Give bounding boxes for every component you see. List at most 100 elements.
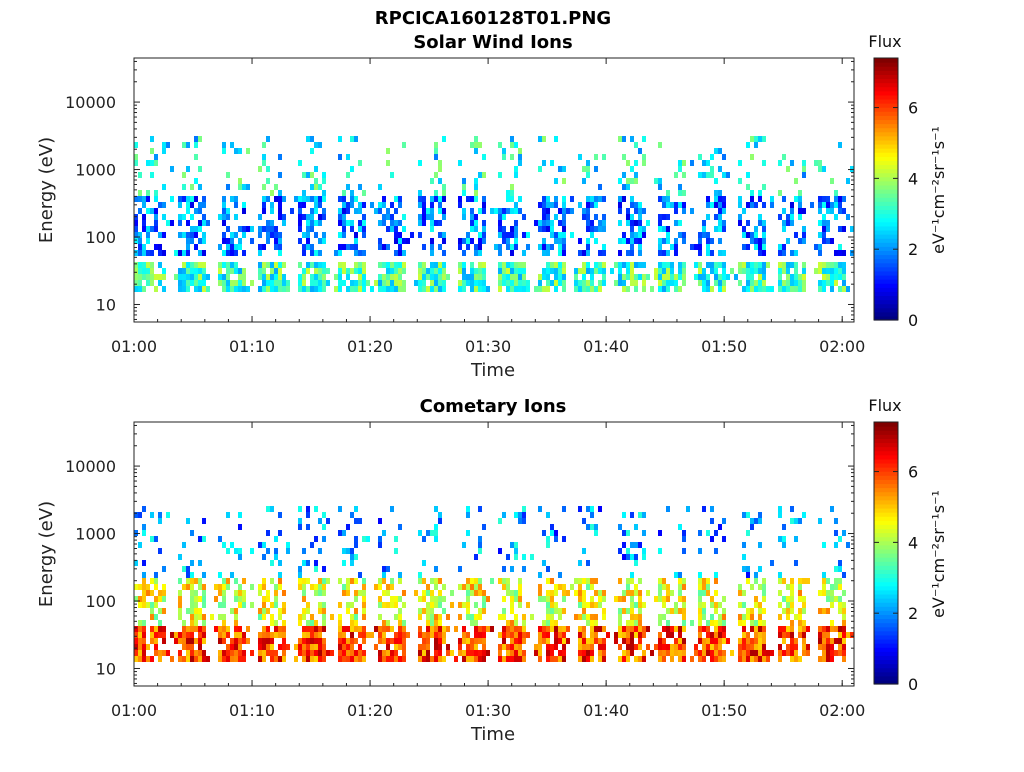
heatmap-cell: [690, 208, 694, 214]
heatmap-cell: [222, 148, 226, 154]
heatmap-cell: [246, 226, 250, 232]
heatmap-cell: [158, 650, 162, 656]
heatmap-cell: [834, 196, 838, 202]
heatmap-cell: [830, 202, 834, 208]
heatmap-cell: [142, 584, 146, 590]
heatmap-cell: [142, 286, 146, 292]
heatmap-cell: [398, 614, 402, 620]
heatmap-cell: [506, 584, 510, 590]
heatmap-cell: [594, 214, 598, 220]
heatmap-cell: [722, 196, 726, 202]
heatmap-cell: [390, 202, 394, 208]
heatmap-cell: [322, 196, 326, 202]
heatmap-cell: [602, 590, 606, 596]
heatmap-cell: [338, 626, 342, 632]
heatmap-cell: [310, 584, 314, 590]
heatmap-cell: [278, 578, 282, 584]
heatmap-cell: [358, 656, 362, 662]
heatmap-cell: [718, 524, 722, 530]
heatmap-cell: [198, 596, 202, 602]
heatmap-cell: [298, 578, 302, 584]
heatmap-cell: [354, 542, 358, 548]
heatmap-cell: [438, 280, 442, 286]
heatmap-cell: [602, 244, 606, 250]
heatmap-cell: [362, 214, 366, 220]
heatmap-cell: [274, 548, 278, 554]
heatmap-cell: [754, 656, 758, 662]
heatmap-cell: [842, 656, 846, 662]
heatmap-cell: [258, 214, 262, 220]
colorbar-swatch: [874, 250, 898, 256]
heatmap-cell: [234, 656, 238, 662]
heatmap-cell: [274, 262, 278, 268]
heatmap-cell: [710, 518, 714, 524]
heatmap-cell: [642, 160, 646, 166]
heatmap-cell: [626, 608, 630, 614]
heatmap-cell: [818, 638, 822, 644]
heatmap-cell: [574, 268, 578, 274]
heatmap-cell: [742, 268, 746, 274]
heatmap-cell: [362, 584, 366, 590]
heatmap-cell: [638, 208, 642, 214]
colorbar-swatch: [874, 70, 898, 75]
heatmap-cell: [582, 274, 586, 280]
heatmap-cell: [154, 190, 158, 196]
heatmap-cell: [462, 626, 466, 632]
heatmap-cell: [790, 214, 794, 220]
heatmap-cell: [538, 274, 542, 280]
heatmap-cell: [662, 226, 666, 232]
heatmap-cell: [454, 656, 458, 662]
heatmap-cell: [634, 142, 638, 148]
heatmap-cell: [794, 638, 798, 644]
heatmap-cell: [438, 602, 442, 608]
heatmap-cell: [342, 190, 346, 196]
heatmap-cell: [818, 608, 822, 614]
heatmap-cell: [194, 638, 198, 644]
heatmap-cell: [542, 244, 546, 250]
heatmap-cell: [246, 148, 250, 154]
heatmap-cell: [718, 148, 722, 154]
heatmap-cell: [666, 280, 670, 286]
heatmap-cell: [202, 232, 206, 238]
heatmap-cell: [266, 166, 270, 172]
heatmap-cell: [754, 578, 758, 584]
heatmap-cell: [162, 286, 166, 292]
heatmap-cell: [158, 632, 162, 638]
heatmap-cell: [634, 286, 638, 292]
heatmap-cell: [262, 196, 266, 202]
heatmap-cell: [594, 602, 598, 608]
heatmap-cell: [802, 160, 806, 166]
heatmap-cell: [462, 250, 466, 256]
colorbar-swatch: [874, 311, 898, 317]
heatmap-cell: [662, 196, 666, 202]
heatmap-cell: [562, 238, 566, 244]
heatmap-cell: [438, 160, 442, 166]
heatmap-cell: [482, 590, 486, 596]
heatmap-cell: [602, 608, 606, 614]
heatmap-cell: [234, 632, 238, 638]
heatmap-cell: [322, 232, 326, 238]
heatmap-cell: [754, 244, 758, 250]
heatmap-cell: [702, 172, 706, 178]
heatmap-cell: [642, 548, 646, 554]
heatmap-cell: [582, 518, 586, 524]
heatmap-cell: [398, 268, 402, 274]
heatmap-cell: [418, 274, 422, 280]
colorbar-swatch: [874, 659, 898, 665]
heatmap-cell: [850, 226, 854, 232]
heatmap-cell: [230, 656, 234, 662]
heatmap-cell: [746, 232, 750, 238]
heatmap-cell: [798, 632, 802, 638]
heatmap-cell: [830, 644, 834, 650]
heatmap-cell: [350, 620, 354, 626]
heatmap-cell: [746, 202, 750, 208]
heatmap-cell: [202, 596, 206, 602]
heatmap-cell: [598, 268, 602, 274]
heatmap-cell: [622, 530, 626, 536]
heatmap-cell: [346, 650, 350, 656]
heatmap-cell: [582, 166, 586, 172]
heatmap-cell: [514, 262, 518, 268]
heatmap-cell: [198, 280, 202, 286]
heatmap-cell: [194, 268, 198, 274]
